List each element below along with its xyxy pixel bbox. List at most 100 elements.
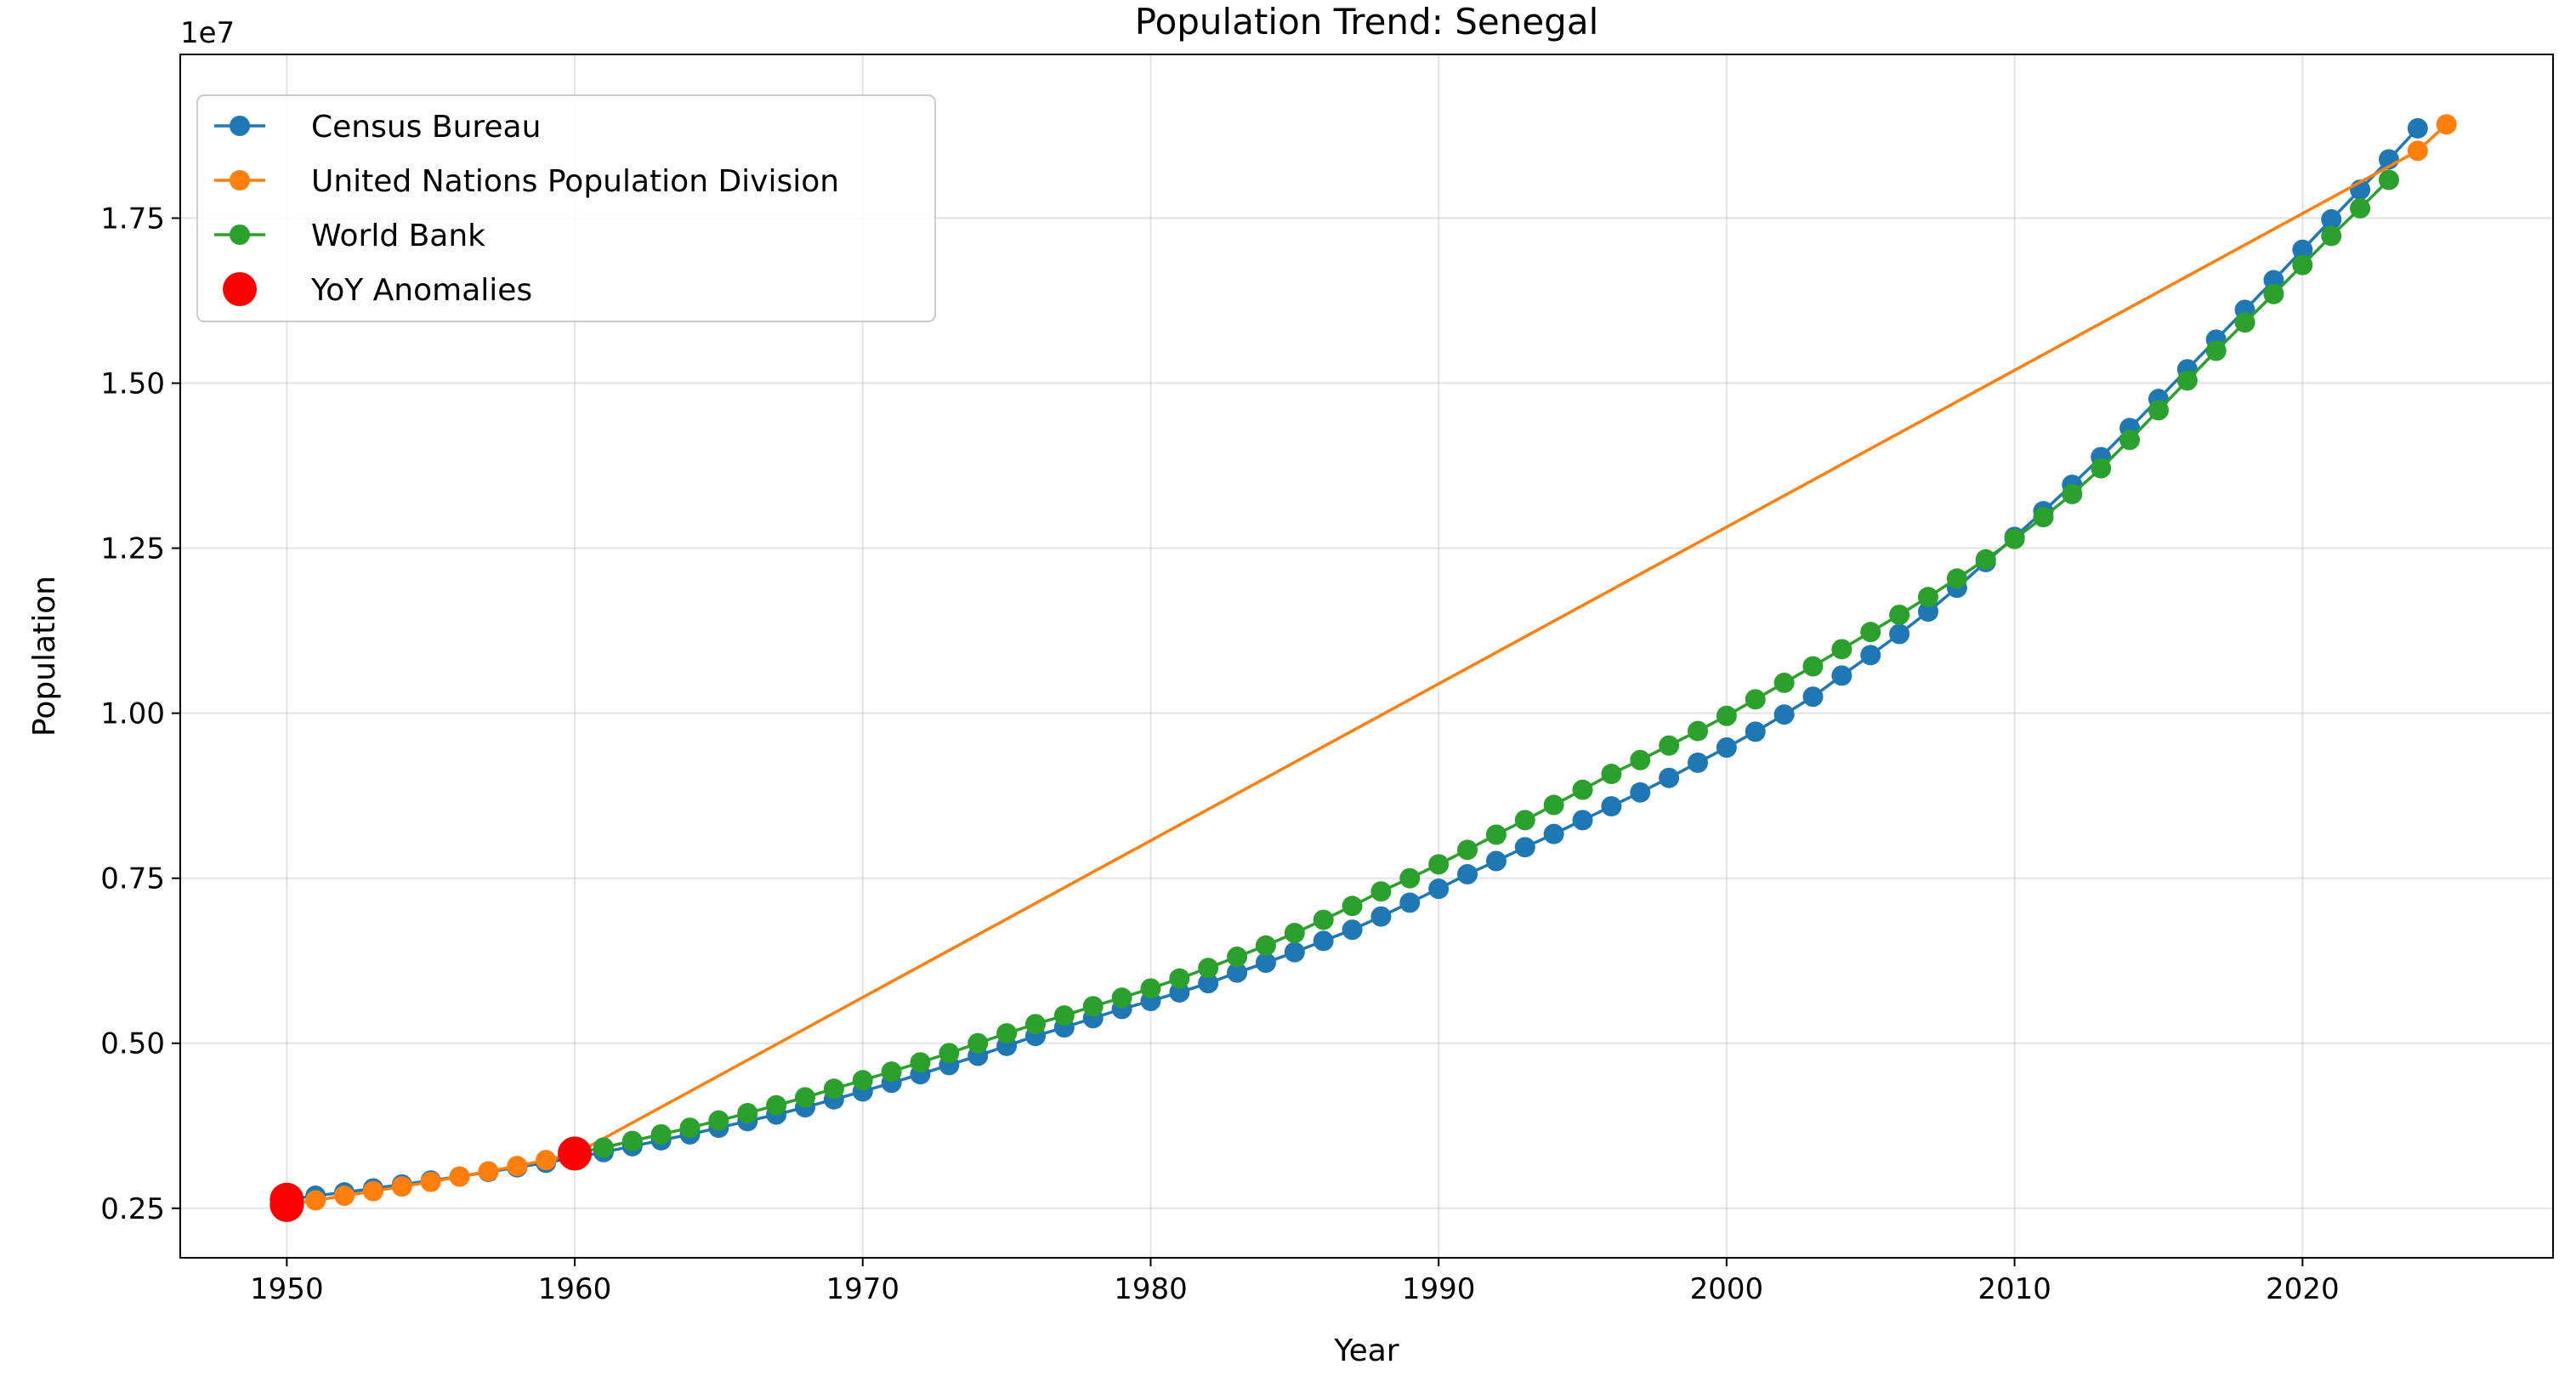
data-point xyxy=(2091,458,2112,479)
data-point xyxy=(362,1180,383,1202)
data-point xyxy=(1773,704,1795,725)
x-tick-label: 1990 xyxy=(1402,1272,1476,1306)
data-point xyxy=(1024,1014,1046,1035)
data-point xyxy=(1543,823,1564,844)
data-point xyxy=(679,1117,701,1139)
data-point xyxy=(2205,340,2227,361)
data-point xyxy=(1716,737,1737,759)
y-tick-label: 0.25 xyxy=(100,1192,165,1226)
data-point xyxy=(1946,568,1967,589)
data-point xyxy=(621,1130,643,1151)
data-point xyxy=(1255,935,1276,956)
data-point xyxy=(1601,796,1622,817)
data-point xyxy=(1860,622,1881,643)
y-tick-label: 0.50 xyxy=(100,1027,165,1061)
data-point xyxy=(305,1190,326,1211)
data-point xyxy=(1428,878,1450,900)
data-point xyxy=(2062,483,2083,504)
data-point xyxy=(823,1078,844,1100)
x-tick-label: 1980 xyxy=(1114,1272,1188,1306)
x-tick-label: 1970 xyxy=(826,1272,899,1306)
data-point xyxy=(1630,782,1651,803)
data-point xyxy=(536,1150,557,1171)
ticks: 1950 1960 1970 1980 1990 2000 2010 2020 0.25 0.50… xyxy=(100,202,2339,1306)
data-point xyxy=(1659,767,1680,788)
data-point xyxy=(1716,705,1737,726)
data-point xyxy=(2234,312,2255,333)
data-point xyxy=(1831,639,1853,660)
data-point xyxy=(420,1171,441,1192)
data-point xyxy=(2321,209,2342,230)
data-point xyxy=(1688,720,1709,742)
data-point xyxy=(507,1156,528,1177)
data-point xyxy=(1140,978,1161,999)
x-tick-label: 2020 xyxy=(2266,1272,2340,1306)
series-world-bank xyxy=(565,169,2399,1164)
data-point xyxy=(1428,854,1450,875)
data-point xyxy=(795,1087,816,1108)
data-point xyxy=(1975,549,1996,570)
data-point xyxy=(1198,958,1219,979)
data-point xyxy=(449,1166,470,1187)
data-point xyxy=(1745,689,1766,710)
data-point xyxy=(910,1052,931,1073)
data-point xyxy=(1917,587,1938,608)
data-point xyxy=(1773,672,1795,693)
data-point xyxy=(1342,896,1363,917)
data-point xyxy=(1889,604,1910,625)
data-point xyxy=(1630,749,1651,770)
data-point xyxy=(1313,909,1334,930)
data-point xyxy=(881,1061,902,1083)
data-point xyxy=(2436,114,2457,135)
y-multiplier-label: 1e7 xyxy=(180,16,235,50)
data-point xyxy=(1802,686,1824,708)
data-point xyxy=(1370,881,1392,902)
data-point xyxy=(1399,892,1421,913)
data-point xyxy=(1284,941,1305,963)
x-tick-label: 1950 xyxy=(250,1272,324,1306)
legend: Census Bureau United Nations Population D… xyxy=(196,94,936,322)
legend-swatch-marker xyxy=(230,225,250,245)
data-point xyxy=(1688,752,1709,773)
data-point xyxy=(1572,779,1593,800)
data-point xyxy=(1745,721,1766,742)
data-point xyxy=(2407,117,2428,139)
data-point xyxy=(1485,850,1506,872)
data-point xyxy=(1917,601,1938,623)
series-line xyxy=(574,179,2391,1156)
data-point xyxy=(766,1094,787,1116)
data-point xyxy=(650,1123,672,1145)
data-point xyxy=(1457,839,1478,861)
data-point xyxy=(1543,794,1564,816)
y-tick-label: 1.50 xyxy=(100,367,165,401)
data-point xyxy=(593,1137,614,1158)
data-point xyxy=(1342,919,1363,941)
data-point xyxy=(1284,923,1305,944)
legend-swatch-marker xyxy=(230,116,250,136)
data-point xyxy=(1457,864,1478,885)
data-point xyxy=(737,1103,758,1124)
data-point xyxy=(2292,239,2313,260)
x-tick-label: 1960 xyxy=(538,1272,612,1306)
data-point xyxy=(1198,973,1219,994)
data-point xyxy=(391,1176,412,1197)
data-point xyxy=(1255,952,1276,974)
x-tick-label: 2010 xyxy=(1977,1272,2051,1306)
data-point xyxy=(478,1161,499,1182)
data-point xyxy=(1514,837,1535,858)
data-point xyxy=(1572,810,1593,831)
legend-swatch-marker xyxy=(223,272,257,306)
data-point xyxy=(852,1070,873,1091)
data-point xyxy=(2033,507,2054,528)
data-point xyxy=(1485,824,1506,845)
data-point xyxy=(1601,764,1622,785)
data-point xyxy=(1514,810,1535,831)
data-point xyxy=(2378,169,2399,190)
data-point xyxy=(1889,623,1910,645)
data-point xyxy=(1659,735,1680,756)
y-tick-label: 1.75 xyxy=(100,202,165,236)
series-layer xyxy=(270,114,2457,1222)
legend-swatch-marker xyxy=(230,170,250,190)
data-point xyxy=(2148,400,2169,421)
data-point xyxy=(1227,947,1248,968)
